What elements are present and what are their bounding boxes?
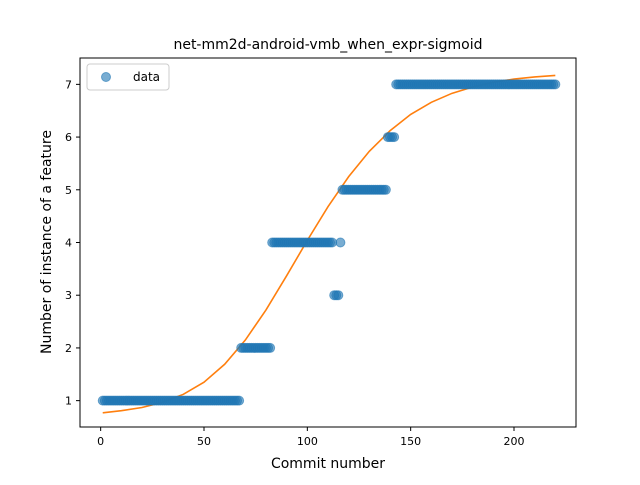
data-point [381,185,390,194]
x-tick-label: 150 [400,435,421,448]
legend-label: data [133,70,160,84]
legend: data [87,64,169,90]
y-tick-label: 1 [65,395,72,408]
x-axis-label: Commit number [271,456,385,472]
x-tick-label: 100 [297,435,318,448]
y-tick-label: 3 [65,289,72,302]
chart-title: net-mm2d-android-vmb_when_expr-sigmoid [173,37,482,53]
y-tick-label: 2 [65,342,72,355]
data-point [336,238,345,247]
data-point [266,343,275,352]
y-axis-label: Number of instance of a feature [39,130,55,354]
data-point [334,291,343,300]
x-tick-label: 200 [504,435,525,448]
data-point [390,133,399,142]
y-tick-label: 7 [65,78,72,91]
y-tick-label: 4 [65,237,72,250]
legend-marker [102,73,111,82]
data-point [235,396,244,405]
y-tick-label: 6 [65,131,72,144]
x-tick-label: 0 [97,435,104,448]
x-tick-label: 50 [197,435,211,448]
data-point [551,80,560,89]
y-tick-label: 5 [65,184,72,197]
data-point [328,238,337,247]
